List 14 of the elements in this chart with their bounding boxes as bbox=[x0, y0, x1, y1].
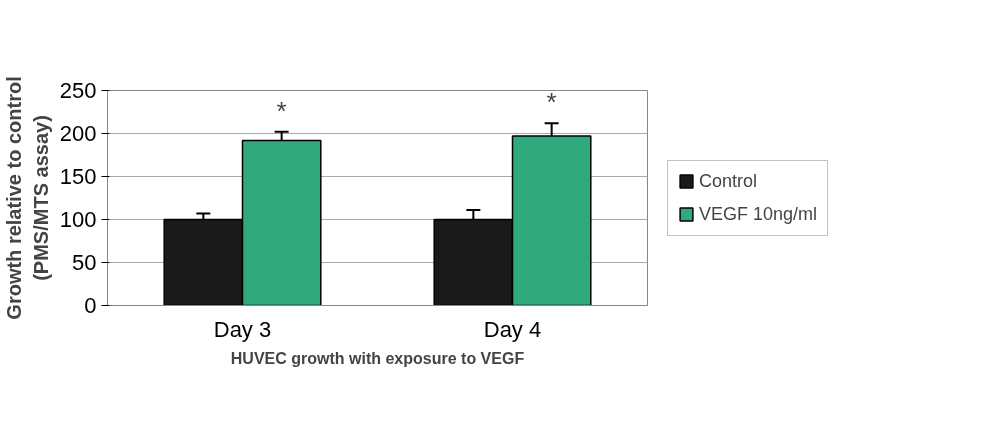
y-tick-label: 250 bbox=[59, 78, 97, 103]
y-axis-title: Growth relative to control (PMS/MTS assay) bbox=[3, 76, 52, 320]
y-tick-label: 0 bbox=[84, 293, 97, 318]
x-tick-label: Day 4 bbox=[483, 316, 542, 342]
annotation: * bbox=[276, 95, 287, 126]
legend-label: Control bbox=[699, 170, 758, 192]
y-tick-label: 200 bbox=[59, 121, 97, 146]
y-tick-label: 50 bbox=[72, 250, 97, 275]
y-tick-label: 100 bbox=[59, 207, 97, 232]
legend-label: VEGF 10ng/ml bbox=[699, 203, 818, 225]
x-tick-label: Day 3 bbox=[213, 316, 272, 342]
annotation: * bbox=[546, 87, 557, 118]
x-axis-title: HUVEC growth with exposure to VEGF bbox=[230, 349, 525, 367]
y-tick-label: 150 bbox=[59, 164, 97, 189]
